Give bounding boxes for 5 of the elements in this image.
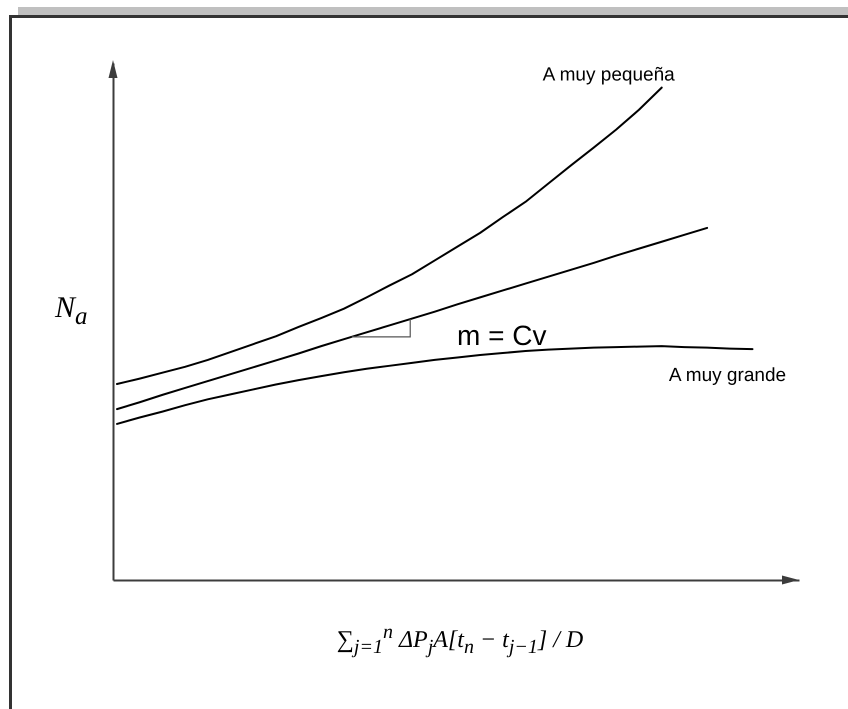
annotation: m = Cv	[457, 320, 546, 351]
text: ∑$_{j=1}$$^{n}$ ΔP$_{j}$A[t$_{n}$ − t$_{j−1}$] / D	[336, 621, 584, 658]
series-label: A muy grande	[668, 365, 786, 386]
y-axis-title: N$_{a}$	[55, 291, 88, 330]
series-label: A muy pequeña	[542, 64, 676, 86]
